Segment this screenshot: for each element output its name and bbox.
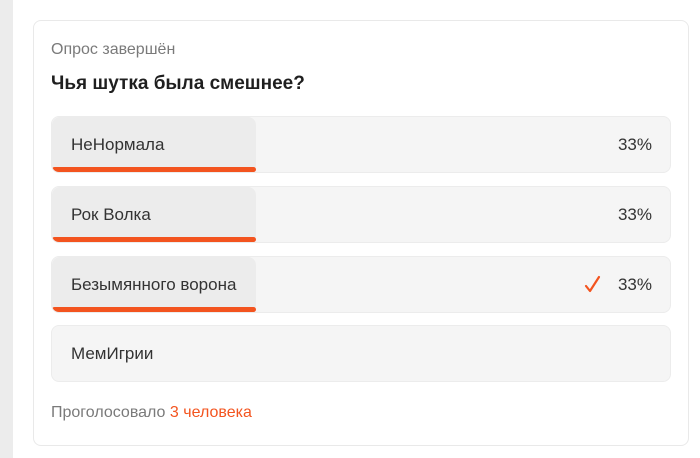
result-bar xyxy=(52,167,256,172)
poll-option[interactable]: Безымянного ворона 33% xyxy=(51,256,671,313)
poll-option[interactable]: НеНормала 33% xyxy=(51,116,671,173)
poll-footer: Проголосовало 3 человека xyxy=(51,404,252,422)
result-fill xyxy=(52,117,256,172)
poll-option[interactable]: Рок Волка 33% xyxy=(51,186,671,243)
option-percent: 33% xyxy=(617,275,652,294)
left-scroll-strip xyxy=(0,0,13,458)
option-percent: 33% xyxy=(617,205,652,224)
result-fill xyxy=(52,187,256,242)
option-label: Рок Волка xyxy=(71,205,151,224)
poll-option[interactable]: МемИгрии xyxy=(51,325,671,382)
check-icon xyxy=(584,275,601,293)
poll-question: Чья шутка была смешнее? xyxy=(51,73,305,94)
result-bar xyxy=(52,237,256,242)
poll-status: Опрос завершён xyxy=(51,41,176,58)
votes-label: Проголосовало xyxy=(51,404,166,421)
result-bar xyxy=(52,307,256,312)
option-label: НеНормала xyxy=(71,135,165,154)
result-fill xyxy=(52,257,256,312)
votes-count-link[interactable]: 3 человека xyxy=(169,404,252,421)
option-label: Безымянного ворона xyxy=(71,275,237,294)
option-percent: 33% xyxy=(617,135,652,154)
option-label: МемИгрии xyxy=(71,344,154,363)
